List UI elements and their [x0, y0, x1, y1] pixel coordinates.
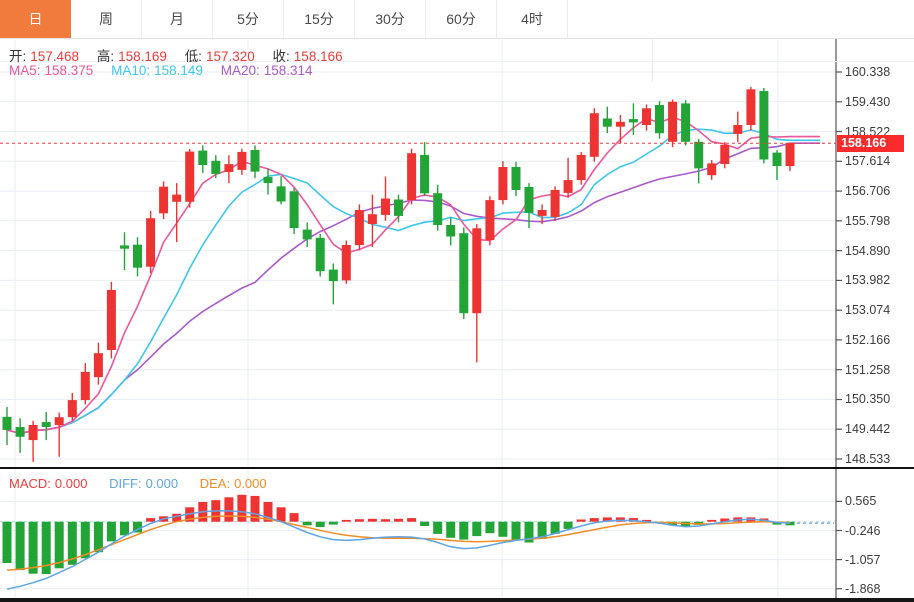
- close-value: 158.166: [293, 49, 343, 64]
- tab-7-60分[interactable]: 60分: [426, 0, 497, 38]
- ma20-label: MA20:: [220, 63, 260, 78]
- ma20-value: 158.314: [263, 63, 313, 78]
- axis-tick-label: -0.246: [845, 523, 881, 538]
- tab-4-5分[interactable]: 5分: [213, 0, 284, 38]
- tab-bar: 日周月 5分 15分 30分 60分 4时: [0, 0, 914, 39]
- open-value: 157.468: [30, 49, 80, 64]
- macd-info-row: MACD: 0.000 DIFF: 0.000 DEA: 0.000: [9, 476, 271, 491]
- axis-tick-label: 0.565: [845, 494, 877, 509]
- bottom-frame-bar: [0, 598, 914, 602]
- tab-6-30分[interactable]: 30分: [355, 0, 426, 38]
- axis-tick-label: 150.350: [845, 392, 891, 407]
- axis-tick-label: 151.258: [845, 362, 891, 377]
- current-price-tag: 158.166: [837, 134, 904, 152]
- tab-2-周[interactable]: 周: [71, 0, 142, 38]
- high-value: 158.169: [118, 49, 167, 64]
- diff-label: DIFF:: [109, 476, 142, 491]
- axis-tick-label: 160.338: [845, 65, 891, 79]
- ma5-label: MA5:: [9, 63, 41, 78]
- axis-tick-label: 152.166: [845, 332, 891, 347]
- axis-tick-label: 159.430: [845, 94, 891, 109]
- ma5-value: 158.375: [44, 63, 94, 78]
- info-divider-line: [0, 61, 914, 62]
- axis-tick-label: -1.868: [845, 581, 881, 596]
- tab-1-日[interactable]: 日: [0, 0, 71, 38]
- diff-value: 0.000: [145, 476, 179, 491]
- axis-tick-label: 154.890: [845, 243, 891, 258]
- axis-tick-label: -1.057: [845, 552, 881, 567]
- macd-label: MACD:: [9, 476, 51, 491]
- ma-row: MA5: 158.375 MA10: 158.149 MA20: 158.314: [9, 63, 317, 78]
- axis-tick-label: 156.706: [845, 184, 891, 199]
- axis-tick-label: 157.614: [845, 154, 891, 169]
- ma10-value: 158.149: [154, 63, 203, 78]
- low-value: 157.320: [205, 49, 255, 64]
- info-vertical-separator: [652, 39, 653, 82]
- high-label: 高:: [96, 49, 115, 64]
- dea-value: 0.000: [234, 476, 267, 491]
- dea-label: DEA:: [199, 476, 231, 491]
- tab-8-4时[interactable]: 4时: [497, 0, 568, 38]
- axis-tick-label: 155.798: [845, 213, 891, 228]
- axis-tick-label: 149.442: [845, 422, 891, 437]
- axis-tick-label: 153.982: [845, 273, 891, 288]
- low-label: 低:: [184, 49, 202, 64]
- tab-5-15分[interactable]: 15分: [284, 0, 355, 38]
- close-label: 收:: [272, 49, 290, 64]
- macd-value: 0.000: [54, 476, 88, 491]
- price-axis: 160.338 159.430 158.522 157.614 156.706 155.7…: [836, 39, 914, 599]
- ma10-label: MA10:: [111, 63, 151, 78]
- ohlc-row: 开: 157.468 高: 158.169 低: 157.320 收: 158.166: [9, 45, 347, 65]
- axis-tick-label: 148.533: [845, 452, 891, 466]
- open-label: 开:: [9, 49, 27, 64]
- axis-tick-label: 153.074: [845, 303, 891, 318]
- panel-divider: [0, 467, 914, 469]
- tab-3-月[interactable]: 月: [142, 0, 213, 38]
